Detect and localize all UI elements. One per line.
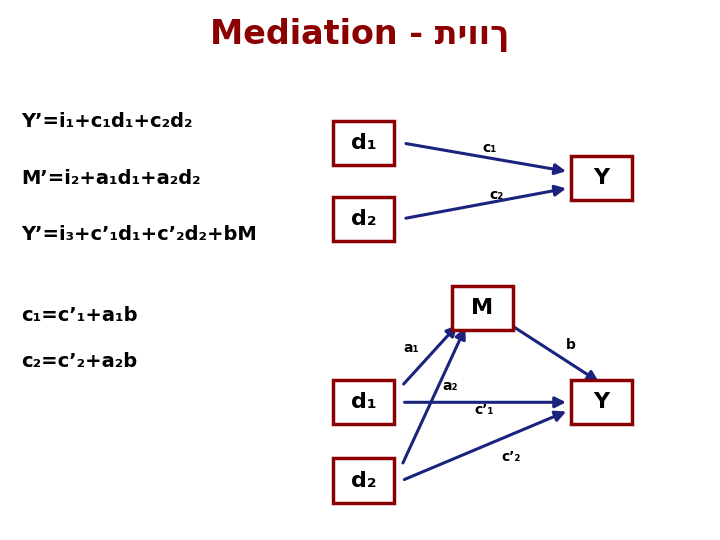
Text: d₁: d₁ [351, 392, 377, 413]
Text: a₁: a₁ [403, 341, 419, 355]
Text: Mediation - תיווך: Mediation - תיווך [210, 18, 510, 52]
Text: c₁=c’₁+a₁b: c₁=c’₁+a₁b [22, 306, 138, 326]
Text: d₁: d₁ [351, 133, 377, 153]
Text: Y’=i₃+c’₁d₁+c’₂d₂+bM: Y’=i₃+c’₁d₁+c’₂d₂+bM [22, 225, 257, 245]
FancyBboxPatch shape [333, 197, 395, 241]
Text: M’=i₂+a₁d₁+a₂d₂: M’=i₂+a₁d₁+a₂d₂ [22, 168, 201, 188]
FancyBboxPatch shape [333, 458, 395, 503]
Text: M: M [472, 298, 493, 318]
Text: Y’=i₁+c₁d₁+c₂d₂: Y’=i₁+c₁d₁+c₂d₂ [22, 112, 193, 131]
Text: c’₁: c’₁ [474, 403, 494, 417]
FancyBboxPatch shape [452, 286, 513, 330]
Text: a₂: a₂ [442, 379, 458, 393]
FancyBboxPatch shape [333, 380, 395, 424]
Text: b: b [566, 338, 576, 352]
Text: Y: Y [593, 168, 609, 188]
Text: c₁: c₁ [482, 141, 497, 155]
Text: c’₂: c’₂ [502, 450, 521, 464]
Text: d₂: d₂ [351, 470, 377, 491]
Text: c₂=c’₂+a₂b: c₂=c’₂+a₂b [22, 352, 138, 372]
FancyBboxPatch shape [571, 156, 632, 200]
Text: Y: Y [593, 392, 609, 413]
FancyBboxPatch shape [333, 121, 395, 165]
Text: d₂: d₂ [351, 208, 377, 229]
Text: c₂: c₂ [490, 188, 504, 202]
FancyBboxPatch shape [571, 380, 632, 424]
